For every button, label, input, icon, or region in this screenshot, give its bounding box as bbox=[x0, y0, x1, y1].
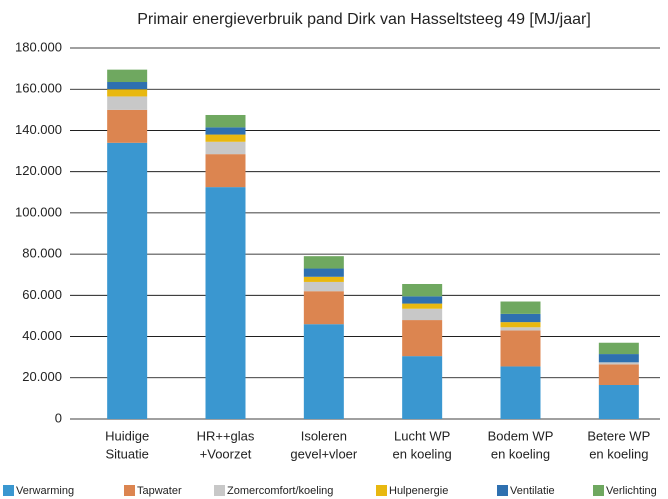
bar-segment bbox=[598, 364, 639, 385]
y-tick-label: 20.000 bbox=[22, 369, 62, 384]
legend-label: Zomercomfort/koeling bbox=[227, 485, 333, 497]
bar-segment bbox=[500, 327, 541, 331]
bar-segment bbox=[402, 356, 443, 419]
bar-segment bbox=[402, 303, 443, 309]
bar-segment bbox=[205, 127, 246, 135]
legend-label: Verwarming bbox=[16, 485, 74, 497]
bar-segment bbox=[303, 324, 344, 419]
bar-segment bbox=[598, 362, 639, 365]
bar-segment bbox=[402, 320, 443, 357]
y-tick-label: 100.000 bbox=[15, 204, 62, 219]
bar-segment bbox=[107, 82, 148, 90]
x-tick-label: Betere WP bbox=[587, 428, 650, 443]
x-tick-label: en koeling bbox=[393, 446, 452, 461]
bar-segment bbox=[303, 276, 344, 282]
bar-segment bbox=[107, 96, 148, 110]
bar-segment bbox=[598, 354, 639, 363]
legend-swatch bbox=[376, 485, 387, 496]
x-tick-label: en koeling bbox=[491, 446, 550, 461]
bar-segment bbox=[402, 308, 443, 321]
legend-label: Ventilatie bbox=[510, 485, 555, 497]
y-tick-label: 180.000 bbox=[15, 39, 62, 54]
x-tick-label: Bodem WP bbox=[488, 428, 554, 443]
bar-segment bbox=[598, 384, 639, 419]
bar-segment bbox=[303, 256, 344, 269]
y-tick-label: 60.000 bbox=[22, 287, 62, 302]
x-tick-label: Lucht WP bbox=[394, 428, 450, 443]
legend-swatch bbox=[497, 485, 508, 496]
bar-segment bbox=[500, 366, 541, 419]
bar-segment bbox=[303, 291, 344, 325]
y-tick-label: 140.000 bbox=[15, 122, 62, 137]
x-tick-label: +Voorzet bbox=[200, 446, 252, 461]
bar-segment bbox=[205, 134, 246, 142]
legend-swatch bbox=[124, 485, 135, 496]
bar-segment bbox=[107, 89, 148, 97]
legend-label: Verlichting bbox=[606, 485, 657, 497]
bar-segment bbox=[500, 301, 541, 314]
x-tick-label: Situatie bbox=[105, 446, 148, 461]
y-tick-label: 160.000 bbox=[15, 81, 62, 96]
y-tick-label: 0 bbox=[55, 410, 62, 425]
legend-label: Hulpenergie bbox=[389, 485, 448, 497]
y-tick-label: 80.000 bbox=[22, 246, 62, 261]
bar-segment bbox=[205, 114, 246, 128]
bar-segment bbox=[402, 283, 443, 297]
y-tick-label: 40.000 bbox=[22, 328, 62, 343]
bar-segment bbox=[107, 109, 148, 143]
bar-segment bbox=[500, 322, 541, 328]
x-tick-label: Huidige bbox=[105, 428, 149, 443]
y-tick-label: 120.000 bbox=[15, 163, 62, 178]
bar-segment bbox=[205, 154, 246, 188]
legend-swatch bbox=[593, 485, 604, 496]
x-tick-label: Isoleren bbox=[301, 428, 347, 443]
bar-segment bbox=[402, 296, 443, 304]
bar-segment bbox=[598, 342, 639, 355]
x-tick-label: HR++glas bbox=[197, 428, 255, 443]
bar-segment bbox=[303, 281, 344, 292]
legend-label: Tapwater bbox=[137, 485, 182, 497]
bar-segment bbox=[500, 313, 541, 323]
legend-swatch bbox=[3, 485, 14, 496]
legend-swatch bbox=[214, 485, 225, 496]
bar-segment bbox=[205, 141, 246, 155]
bar-segment bbox=[107, 69, 148, 83]
x-tick-label: gevel+vloer bbox=[290, 446, 358, 461]
x-tick-label: en koeling bbox=[589, 446, 648, 461]
bar-segment bbox=[107, 142, 148, 420]
bar-segment bbox=[205, 187, 246, 419]
bar-segment bbox=[303, 268, 344, 277]
chart-title: Primair energieverbruik pand Dirk van Ha… bbox=[137, 11, 591, 28]
bar-segment bbox=[500, 330, 541, 367]
